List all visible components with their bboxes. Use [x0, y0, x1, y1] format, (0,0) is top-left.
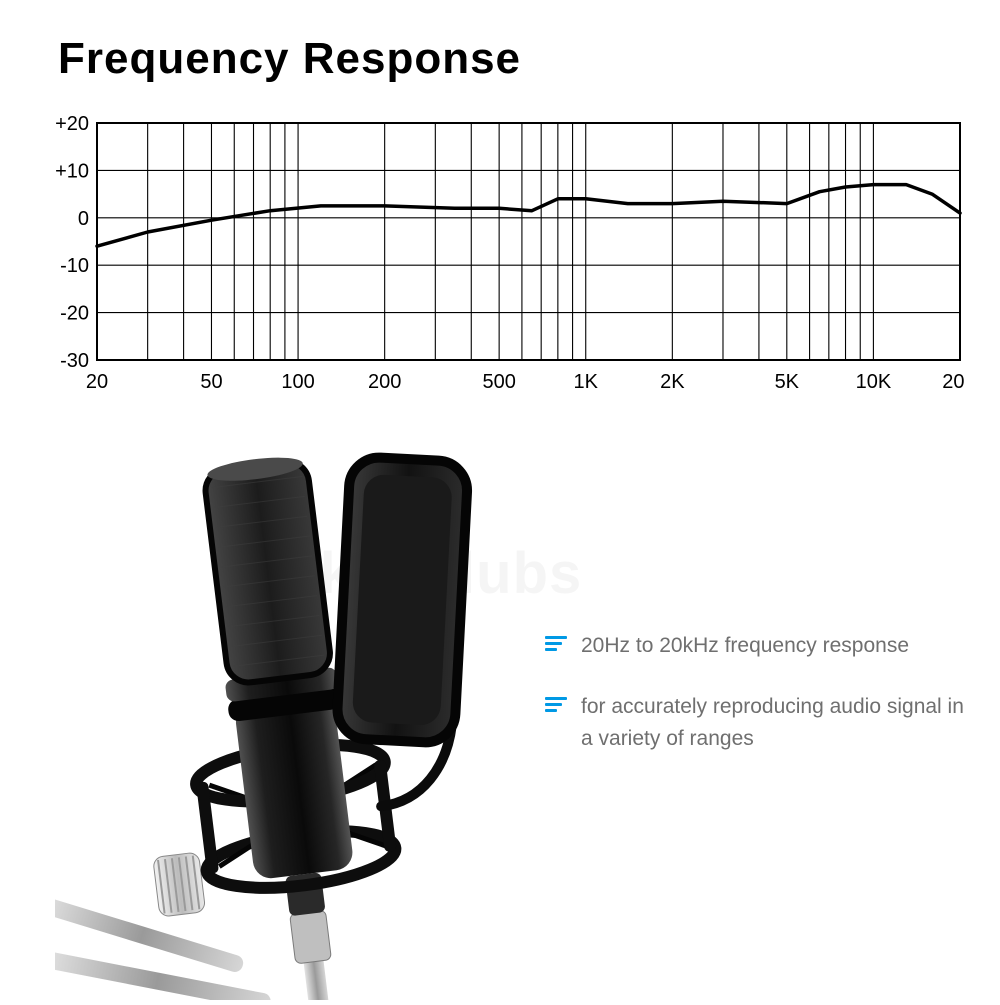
page-title: Frequency Response: [58, 34, 521, 84]
svg-text:200: 200: [368, 371, 401, 393]
bullet-item: for accurately reproducing audio signal …: [545, 691, 965, 756]
svg-text:-20: -20: [60, 303, 89, 325]
svg-text:500: 500: [482, 371, 515, 393]
svg-text:50: 50: [200, 371, 222, 393]
bullet-item: 20Hz to 20kHz frequency response: [545, 630, 965, 663]
svg-text:5K: 5K: [775, 371, 800, 393]
svg-text:+20: +20: [55, 115, 89, 135]
svg-text:100: 100: [281, 371, 314, 393]
frequency-response-chart: +20 +10 0 -10 -20 -3020 50 100 200 500 1K 2K 5K 10K 20…: [35, 115, 965, 405]
svg-text:2K: 2K: [660, 371, 685, 393]
svg-text:-30: -30: [60, 350, 89, 372]
svg-text:0: 0: [78, 208, 89, 230]
chart-svg: +20 +10 0 -10 -20 -3020 50 100 200 500 1K 2K 5K 10K 20…: [35, 115, 965, 405]
feature-bullets: 20Hz to 20kHz frequency response for acc…: [545, 630, 965, 784]
svg-text:10K: 10K: [856, 371, 892, 393]
svg-text:-10: -10: [60, 255, 89, 277]
svg-text:20: 20: [86, 371, 108, 393]
svg-text:+10: +10: [55, 160, 89, 182]
bullet-text: for accurately reproducing audio signal …: [581, 691, 965, 756]
bullet-bars-icon: [545, 697, 567, 715]
microphone-illustration: [55, 445, 525, 1000]
bullet-bars-icon: [545, 636, 567, 654]
mic-svg: [55, 445, 525, 1000]
svg-text:1K: 1K: [574, 371, 599, 393]
bullet-text: 20Hz to 20kHz frequency response: [581, 630, 909, 663]
svg-text:20K: 20K: [942, 371, 965, 393]
